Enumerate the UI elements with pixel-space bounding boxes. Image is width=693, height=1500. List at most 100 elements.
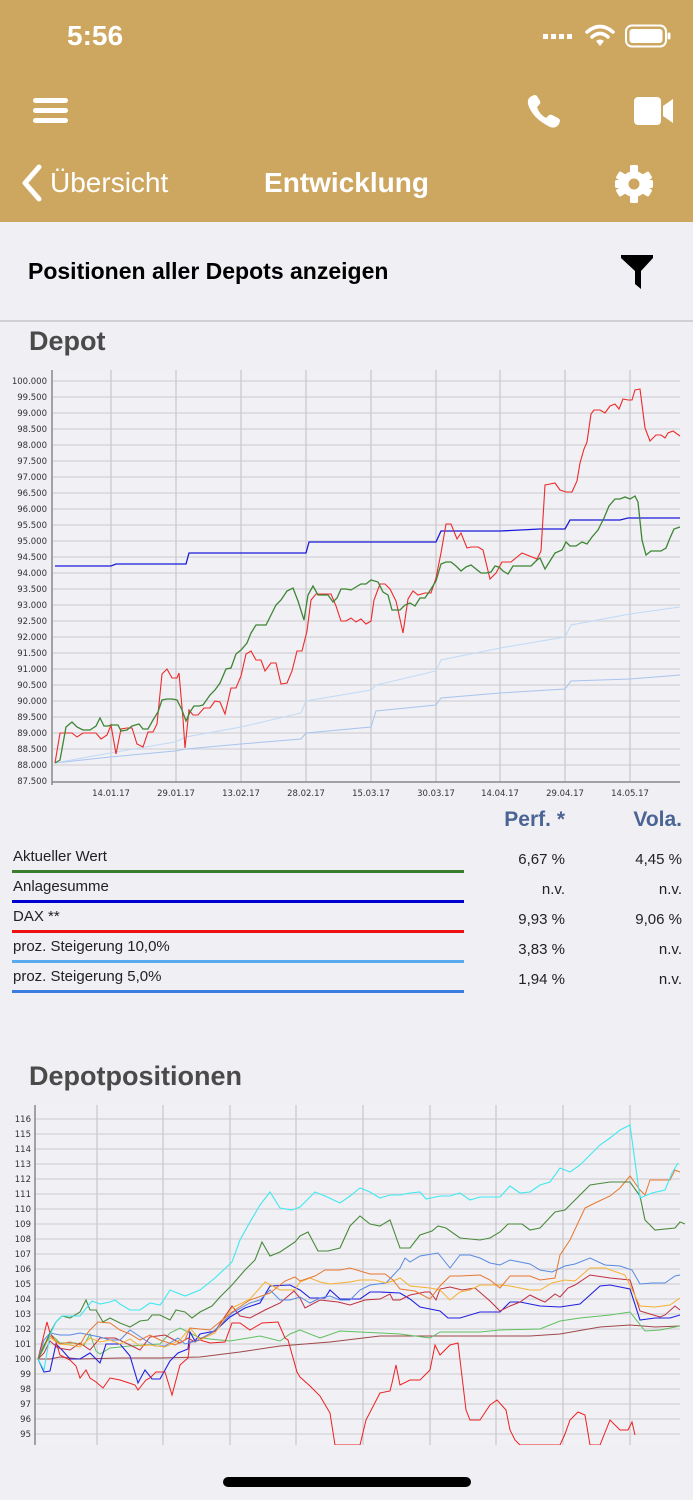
legend-color-bar [12,960,464,963]
phone-icon[interactable] [526,94,562,130]
positions-vertical-grid [96,1105,631,1445]
svg-text:14.04.17: 14.04.17 [481,789,519,799]
legend-color-bar [12,930,464,933]
svg-text:101: 101 [15,1340,31,1350]
svg-text:91.500: 91.500 [17,649,47,659]
svg-text:15.03.17: 15.03.17 [352,789,390,799]
svg-text:90.000: 90.000 [17,697,47,707]
series-position-3 [37,1169,681,1360]
svg-text:105: 105 [15,1280,31,1290]
legend-vola-value: n.v. [658,941,682,958]
legend-color-bar [12,870,464,873]
legend-vola-value: 9,06 % [635,911,682,928]
svg-text:92.000: 92.000 [17,633,47,643]
legend-vola-value: n.v. [658,971,682,988]
legend-perf-value: 9,93 % [518,911,565,928]
series-aktueller-wert [54,495,681,764]
svg-text:92.500: 92.500 [17,617,47,627]
svg-text:89.000: 89.000 [17,729,47,739]
svg-text:93.500: 93.500 [17,585,47,595]
legend-label: DAX ** [13,908,60,925]
series-position-8 [37,1311,681,1360]
svg-text:29.01.17: 29.01.17 [157,789,195,799]
svg-text:28.02.17: 28.02.17 [287,789,325,799]
legend-row: proz. Steigerung 5,0% 1,94 % n.v. [0,964,693,994]
svg-text:98.500: 98.500 [17,425,47,435]
svg-text:97.500: 97.500 [17,457,47,467]
filter-row[interactable]: Positionen aller Depots anzeigen [0,222,693,322]
svg-text:112: 112 [15,1175,31,1185]
series-anlagesumme [55,517,680,567]
svg-text:100.000: 100.000 [12,377,47,387]
svg-text:29.04.17: 29.04.17 [546,789,584,799]
legend-perf-value: n.v. [541,881,565,898]
series-position-10 [37,1321,636,1445]
svg-text:115: 115 [15,1130,31,1140]
svg-text:97: 97 [20,1400,31,1410]
filter-icon[interactable] [620,254,654,290]
svg-text:30.03.17: 30.03.17 [417,789,455,799]
legend-label: Anlagesumme [13,878,109,895]
video-camera-icon[interactable] [634,97,674,125]
svg-text:98: 98 [20,1385,31,1395]
legend-row: Aktueller Wert 6,67 % 4,45 % [0,844,693,874]
legend-perf-value: 1,94 % [518,971,565,988]
series-position-4 [37,1267,681,1360]
svg-text:90.500: 90.500 [17,681,47,691]
series-position-2 [37,1181,686,1360]
legend-row: DAX ** 9,93 % 9,06 % [0,904,693,934]
depot-chart: 100.000 99.500 99.000 98.500 98.000 97.500 97.… [12,370,681,799]
series-steigerung-5 [54,674,681,764]
svg-text:104: 104 [15,1295,31,1305]
svg-text:106: 106 [15,1265,31,1275]
svg-text:102: 102 [15,1325,31,1335]
svg-text:103: 103 [15,1310,31,1320]
svg-text:111: 111 [15,1190,31,1200]
svg-text:99: 99 [20,1370,31,1380]
legend-vola-value: n.v. [658,881,682,898]
status-time: 5:56 [67,20,124,51]
svg-text:113: 113 [15,1160,31,1170]
legend-perf-value: 3,83 % [518,941,565,958]
hamburger-menu-icon[interactable] [33,96,69,126]
svg-text:14.05.17: 14.05.17 [611,789,649,799]
legend-color-bar [12,990,464,993]
legend-label: proz. Steigerung 10,0% [13,938,170,955]
svg-text:96.000: 96.000 [17,505,47,515]
positions-section-title: Depotpositionen [29,1061,242,1091]
svg-text:99.500: 99.500 [17,393,47,403]
svg-text:87.500: 87.500 [17,777,47,787]
svg-text:95: 95 [20,1430,31,1440]
svg-text:94.000: 94.000 [17,569,47,579]
svg-text:116: 116 [15,1115,31,1125]
back-label: Übersicht [50,167,169,198]
svg-text:107: 107 [15,1250,31,1260]
svg-text:89.500: 89.500 [17,713,47,723]
legend-color-bar [12,900,464,903]
top-bar: 5:56 Übersicht Entwicklung [0,0,693,222]
svg-text:109: 109 [15,1220,31,1230]
svg-text:95.500: 95.500 [17,521,47,531]
back-button[interactable]: Übersicht [20,164,168,202]
legend-row: Anlagesumme n.v. n.v. [0,874,693,904]
gear-icon[interactable] [614,164,654,204]
legend-header-perf: Perf. * [504,808,565,831]
filter-label: Positionen aller Depots anzeigen [28,258,389,284]
svg-text:95.000: 95.000 [17,537,47,547]
svg-text:108: 108 [15,1235,31,1245]
status-icons [543,24,671,48]
legend-label: Aktueller Wert [13,848,107,865]
svg-text:114: 114 [15,1145,31,1155]
svg-text:91.000: 91.000 [17,665,47,675]
series-position-7 [37,1284,681,1385]
legend-vola-value: 4,45 % [635,851,682,868]
svg-text:98.000: 98.000 [17,441,47,451]
wifi-icon [585,24,615,46]
legend-label: proz. Steigerung 5,0% [13,968,162,985]
svg-text:110: 110 [15,1205,31,1215]
series-dax [54,388,681,764]
positions-y-axis-labels: 116 115 114 113 112 111 110 109 108 107 106 105 104 1… [15,1115,31,1440]
series-position-5 [37,1252,681,1360]
home-indicator[interactable] [223,1477,471,1487]
legend-header-vola: Vola. [633,808,682,831]
